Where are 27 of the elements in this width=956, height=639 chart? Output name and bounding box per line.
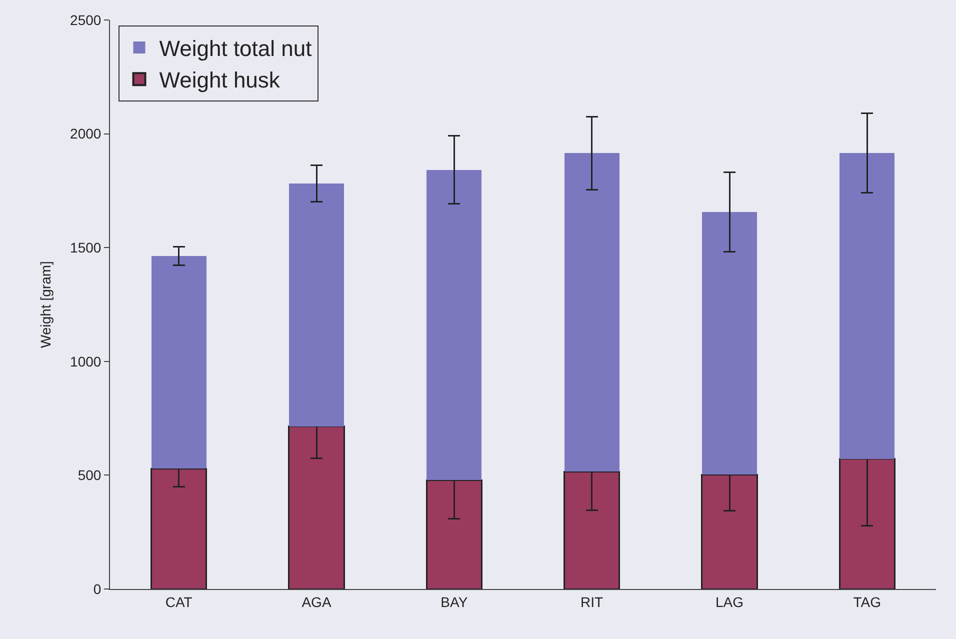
bar [838,458,896,589]
x-tick-label: BAY [440,594,468,610]
bar [564,470,620,589]
y-tick-label: 2500 [70,12,102,28]
y-tick-label: 500 [78,467,102,484]
bar [840,153,895,459]
bar [426,170,482,480]
x-tick-label: AGA [302,594,332,610]
bar [702,212,758,475]
x-tick-label: RIT [580,594,604,610]
bar [151,256,206,469]
bar [288,426,345,589]
y-tick-label: 1500 [70,240,102,256]
x-tick-label: LAG [715,594,744,610]
bar [288,184,344,426]
y-tick-label: 0 [93,580,102,597]
bar [701,474,758,589]
bar [150,468,208,589]
y-tick-label: 1000 [70,353,102,370]
legend-label: Weight total nut [159,36,312,62]
y-tick-label: 2000 [70,126,102,142]
legend-label: Weight husk [159,68,281,93]
x-tick-label: CAT [165,594,193,610]
x-tick-label: TAG [853,594,882,610]
bar [564,153,620,472]
y-axis-title: Weight [gram] [38,261,54,348]
bar [426,479,482,589]
